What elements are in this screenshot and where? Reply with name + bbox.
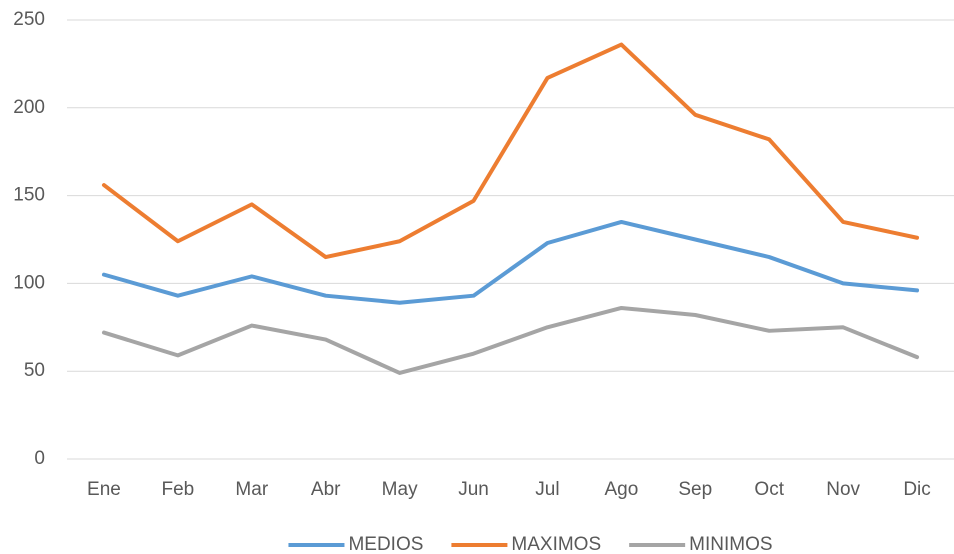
- x-tick-label: Feb: [162, 479, 195, 500]
- legend-label: MINIMOS: [689, 534, 772, 554]
- legend-label: MAXIMOS: [511, 534, 601, 554]
- y-tick-label: 200: [13, 97, 45, 118]
- x-tick-label: Abr: [311, 479, 341, 500]
- x-tick-label: Mar: [235, 479, 268, 500]
- legend-label: MEDIOS: [348, 534, 423, 554]
- x-tick-label: Ago: [604, 479, 638, 500]
- y-tick-label: 100: [13, 272, 45, 293]
- x-tick-label: Jun: [458, 479, 489, 500]
- x-tick-label: May: [382, 479, 418, 500]
- line-series: [101, 219, 920, 305]
- x-tick-label: Sep: [678, 479, 712, 500]
- x-tick-label: Oct: [754, 479, 784, 500]
- y-tick-label: 150: [13, 185, 45, 206]
- x-tick-label: Jul: [535, 479, 559, 500]
- y-tick-label: 250: [13, 9, 45, 30]
- y-tick-label: 50: [24, 360, 45, 381]
- x-tick-label: Nov: [826, 479, 860, 500]
- x-tick-label: Dic: [903, 479, 930, 500]
- line-series: [101, 305, 920, 375]
- y-tick-label: 0: [34, 448, 45, 469]
- line-series: [101, 42, 920, 260]
- x-tick-label: Ene: [87, 479, 121, 500]
